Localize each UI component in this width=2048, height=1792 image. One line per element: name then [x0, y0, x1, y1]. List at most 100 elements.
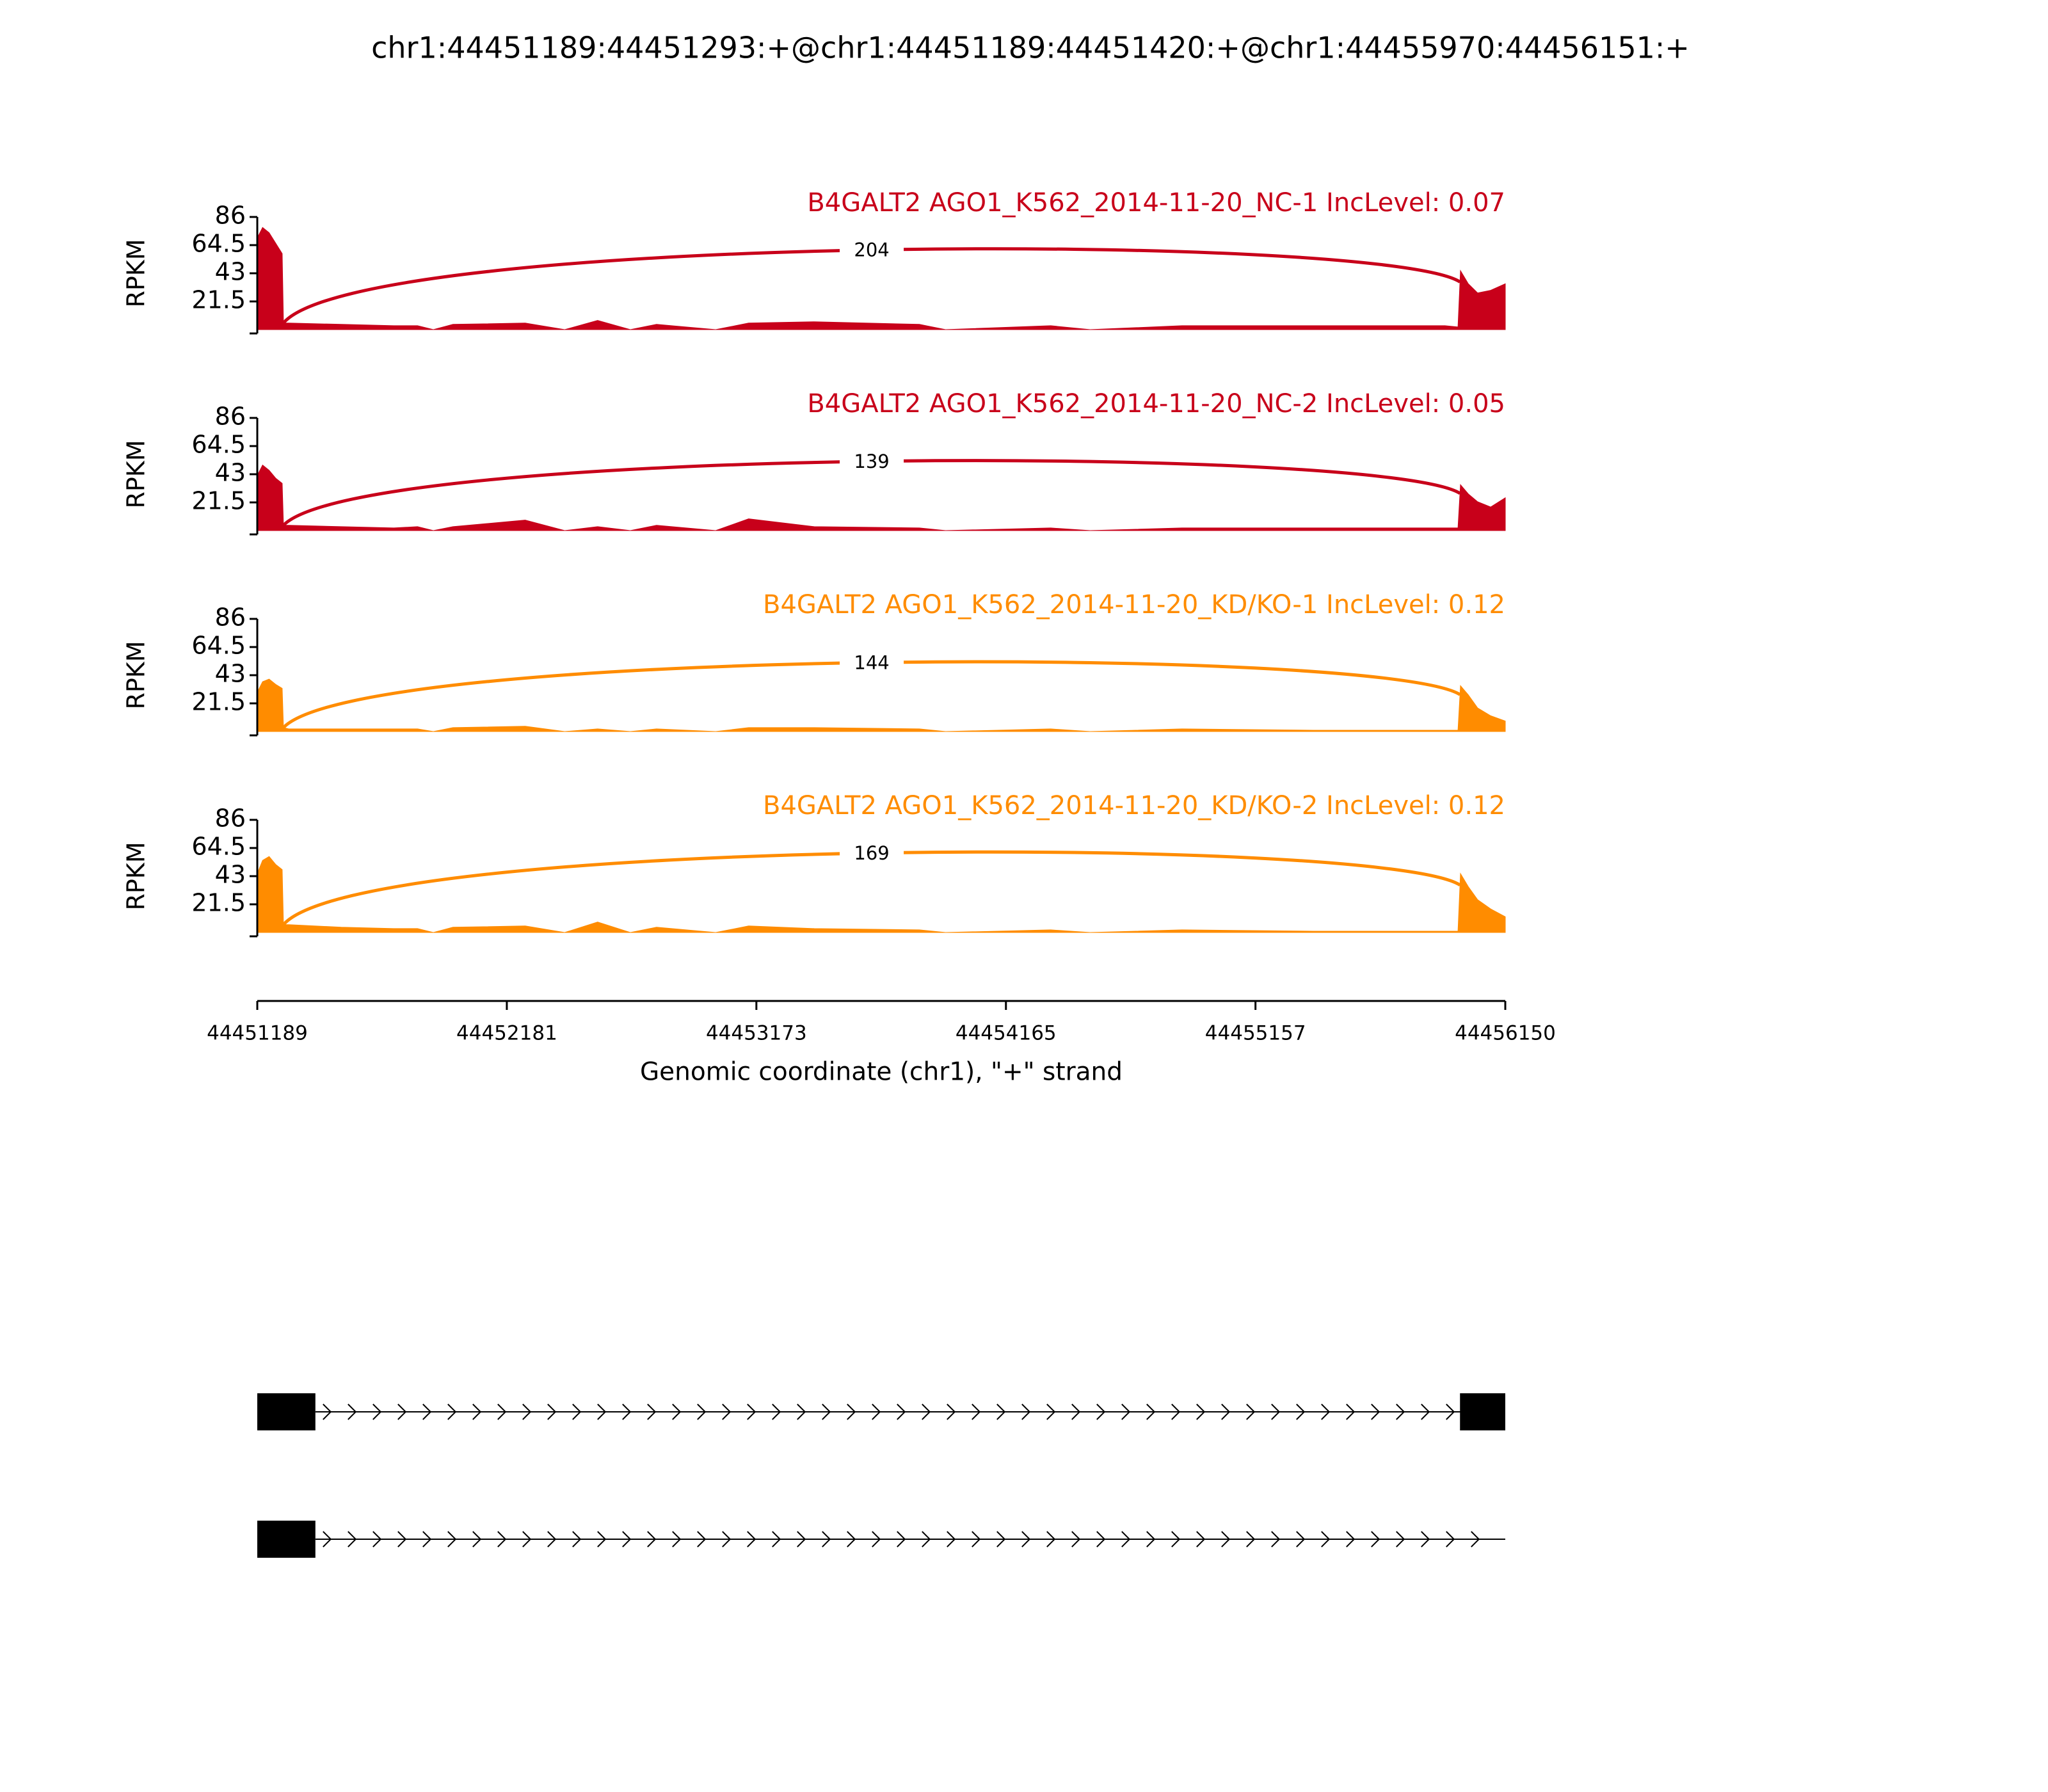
coverage-area [257, 856, 1506, 933]
strand-arrow [972, 1531, 981, 1548]
y-tick-label: 43 [215, 660, 246, 688]
y-axis-label: RPKM [122, 440, 150, 508]
strand-arrow [797, 1404, 806, 1420]
strand-arrow [822, 1404, 831, 1420]
strand-arrow [323, 1531, 332, 1548]
strand-arrow [1321, 1404, 1331, 1420]
y-tick-label: 43 [215, 459, 246, 487]
strand-arrow [397, 1404, 407, 1420]
x-tick-label: 44455157 [1205, 1022, 1306, 1045]
strand-arrow [972, 1404, 981, 1420]
strand-arrow [647, 1404, 657, 1420]
strand-arrow [1121, 1404, 1131, 1420]
strand-arrow [747, 1404, 756, 1420]
strand-arrow [822, 1531, 831, 1548]
strand-arrow [472, 1531, 482, 1548]
strand-arrow [522, 1404, 532, 1420]
y-tick-label: 21.5 [191, 487, 246, 515]
strand-arrow [1296, 1531, 1306, 1548]
x-tick-label: 44452181 [456, 1022, 557, 1045]
junction-label-box [840, 841, 904, 865]
strand-arrow [1021, 1531, 1031, 1548]
strand-arrow [1171, 1404, 1181, 1420]
strand-arrow [847, 1531, 856, 1548]
strand-arrow [722, 1531, 732, 1548]
strand-arrow [1446, 1404, 1455, 1420]
strand-arrow [1196, 1404, 1206, 1420]
strand-arrow [472, 1404, 482, 1420]
coverage-area [257, 464, 1506, 531]
junction-label: 139 [854, 451, 889, 472]
strand-arrow [1221, 1404, 1231, 1420]
y-tick-label: 43 [215, 258, 246, 286]
x-tick-label: 44451189 [207, 1022, 308, 1045]
strand-arrow [1171, 1531, 1181, 1548]
strand-arrow [547, 1531, 557, 1548]
strand-arrow [1371, 1404, 1380, 1420]
strand-arrow [1046, 1531, 1056, 1548]
strand-arrow [697, 1404, 707, 1420]
strand-arrow [622, 1404, 632, 1420]
strand-arrow [922, 1404, 931, 1420]
strand-arrow [1446, 1531, 1455, 1548]
strand-arrow [872, 1404, 881, 1420]
x-axis-label: Genomic coordinate (chr1), "+" strand [640, 1058, 1123, 1087]
strand-arrow [372, 1531, 382, 1548]
strand-arrow [672, 1531, 682, 1548]
y-tick-label: 86 [215, 604, 246, 632]
strand-arrow [672, 1404, 682, 1420]
y-tick-label: 21.5 [191, 889, 246, 917]
strand-arrow [947, 1531, 956, 1548]
y-tick-label: 43 [215, 861, 246, 889]
y-tick-label: 86 [215, 804, 246, 833]
strand-arrow [1346, 1404, 1356, 1420]
strand-arrow [597, 1531, 607, 1548]
strand-arrow [1121, 1531, 1131, 1548]
exon [257, 1393, 316, 1430]
strand-arrow [323, 1404, 332, 1420]
y-tick-label: 86 [215, 202, 246, 230]
y-tick-label: 64.5 [191, 230, 246, 258]
exon [1460, 1393, 1505, 1430]
strand-arrow [1146, 1531, 1156, 1548]
strand-arrow [747, 1531, 756, 1548]
strand-arrow [1271, 1531, 1281, 1548]
strand-arrow [1246, 1531, 1256, 1548]
strand-arrow [772, 1404, 781, 1420]
strand-arrow [348, 1404, 357, 1420]
strand-arrow [1246, 1404, 1256, 1420]
strand-arrow [847, 1404, 856, 1420]
strand-arrow [1321, 1531, 1331, 1548]
strand-arrow [1146, 1404, 1156, 1420]
strand-arrow [872, 1531, 881, 1548]
strand-arrow [622, 1531, 632, 1548]
junction-label: 169 [854, 842, 889, 864]
strand-arrow [422, 1531, 432, 1548]
strand-arrow [348, 1531, 357, 1548]
strand-arrow [1046, 1404, 1056, 1420]
junction-label: 204 [854, 239, 889, 261]
strand-arrow [697, 1531, 707, 1548]
coverage-area [257, 227, 1506, 330]
strand-arrow [372, 1404, 382, 1420]
strand-arrow [597, 1404, 607, 1420]
chart-title: chr1:44451189:44451293:+@chr1:44451189:4… [371, 31, 1690, 65]
strand-arrow [1196, 1531, 1206, 1548]
y-tick-label: 86 [215, 403, 246, 431]
strand-arrow [1346, 1531, 1356, 1548]
y-axis-label: RPKM [122, 842, 150, 910]
x-tick-label: 44453173 [706, 1022, 807, 1045]
strand-arrow [572, 1531, 582, 1548]
y-tick-label: 64.5 [191, 833, 246, 861]
strand-arrow [1221, 1531, 1231, 1548]
coverage-area [257, 678, 1506, 732]
y-axis-label: RPKM [122, 641, 150, 709]
junction-label-box [840, 449, 904, 473]
junction-label: 144 [854, 652, 889, 673]
strand-arrow [1471, 1531, 1480, 1548]
strand-arrow [922, 1531, 931, 1548]
strand-arrow [1071, 1531, 1081, 1548]
strand-arrow [1421, 1404, 1430, 1420]
